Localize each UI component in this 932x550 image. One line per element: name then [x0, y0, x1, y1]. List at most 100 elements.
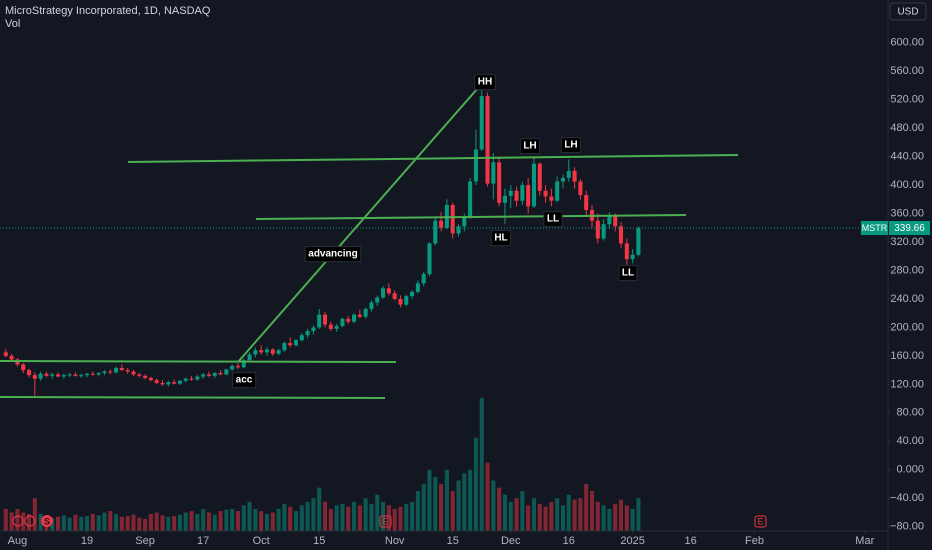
annotation-box — [304, 246, 362, 263]
y-tick-label: 400.00 — [890, 179, 924, 191]
volume-bar — [357, 505, 362, 531]
event-label[interactable]: E — [757, 516, 763, 526]
candle-body — [293, 340, 299, 346]
currency-box[interactable] — [889, 2, 927, 21]
annotation: LL — [622, 268, 634, 279]
candle-body — [50, 374, 55, 376]
y-tick-label: 480.00 — [890, 122, 924, 134]
volume-bar — [288, 506, 293, 531]
candle-body — [131, 371, 136, 375]
volume-bar — [90, 513, 95, 531]
volume-layer — [3, 397, 641, 531]
candle-body — [177, 380, 182, 384]
volume-bar — [183, 512, 188, 531]
volume-bar — [514, 498, 519, 531]
trend-line — [255, 214, 687, 220]
candle-body — [566, 170, 571, 178]
volume-bar — [85, 516, 90, 531]
candle-body — [172, 382, 177, 384]
candle-body — [21, 364, 26, 371]
candle-body — [61, 375, 66, 377]
volume-bar — [415, 491, 420, 531]
volume-bar — [247, 501, 252, 531]
y-tick-label: 120.00 — [890, 378, 924, 390]
volume-bar — [102, 512, 107, 531]
y-tick-label: 200.00 — [890, 321, 924, 333]
event-label[interactable]: E — [382, 516, 388, 526]
candle-body — [375, 297, 380, 303]
volume-bar — [450, 491, 455, 531]
volume-bar — [485, 462, 490, 531]
candle-body — [386, 288, 391, 294]
volume-bar — [543, 506, 548, 531]
volume-bar — [584, 484, 589, 531]
time-axis: Aug 19 Sep 17 Oct 15 Nov 15 Dec 16 2025 16 Feb Mar — [8, 531, 875, 547]
trend-line — [127, 154, 739, 163]
volume-bar — [578, 498, 583, 531]
volume-bar — [369, 503, 374, 531]
volume-bar — [479, 397, 484, 531]
candle-body — [201, 374, 206, 377]
volume-bar — [230, 508, 235, 531]
volume-bar — [404, 503, 409, 531]
volume-bar — [439, 484, 444, 531]
candle-body — [497, 162, 502, 203]
volume-bar — [270, 512, 275, 531]
candle-body — [32, 375, 37, 379]
annotation: HH — [478, 77, 492, 88]
candle-body — [253, 350, 258, 355]
volume-bar — [560, 505, 566, 531]
annotation-box — [490, 230, 512, 247]
volume-bar — [630, 508, 635, 531]
event-marker[interactable] — [754, 515, 767, 528]
price-label: 339.66 — [894, 223, 925, 234]
volume-bar — [433, 476, 438, 531]
events: S E E — [12, 515, 767, 528]
candle-body — [607, 216, 612, 225]
volume-bar — [346, 506, 351, 531]
candle-body — [26, 370, 32, 376]
volume-bar — [276, 508, 281, 531]
volume-bar — [601, 505, 606, 531]
event-label[interactable]: S — [44, 516, 50, 526]
x-tick-label: Aug — [8, 535, 28, 547]
volume-bar — [607, 508, 612, 531]
annotation-box — [618, 265, 638, 282]
event-marker[interactable] — [41, 515, 53, 527]
candle-body — [96, 372, 101, 375]
candle-body — [317, 314, 322, 328]
volume-bar — [334, 505, 339, 531]
volume-bar — [38, 513, 43, 531]
annotation-box — [560, 137, 582, 154]
candle-body — [259, 350, 264, 353]
candle-body — [114, 367, 119, 373]
candle-body — [555, 181, 560, 201]
candle-body — [369, 302, 374, 309]
candle-body — [282, 343, 287, 351]
volume-bar — [108, 511, 113, 531]
candle-body — [85, 373, 90, 376]
volume-bar — [456, 480, 461, 531]
candle-body — [56, 374, 61, 377]
candle-body — [520, 185, 525, 201]
volume-bar — [508, 501, 513, 531]
candle-body — [352, 314, 357, 322]
volume-bar — [137, 517, 142, 531]
candle-body — [38, 373, 43, 379]
volume-bar — [264, 513, 270, 531]
y-tick-label: −80.00 — [890, 521, 924, 533]
volume-bar — [572, 499, 577, 531]
volume-bar — [427, 469, 432, 531]
y-tick-label: 280.00 — [890, 264, 924, 276]
candle-body — [154, 380, 159, 383]
candle-body — [630, 254, 635, 260]
currency[interactable]: USD — [897, 7, 918, 18]
event-marker[interactable] — [379, 515, 392, 528]
volume-bar — [259, 511, 264, 531]
volume-bar — [293, 511, 299, 531]
candle-body — [44, 373, 49, 376]
volume-bar — [50, 518, 55, 531]
volume-bar — [3, 508, 8, 531]
volume-bar — [491, 480, 496, 531]
